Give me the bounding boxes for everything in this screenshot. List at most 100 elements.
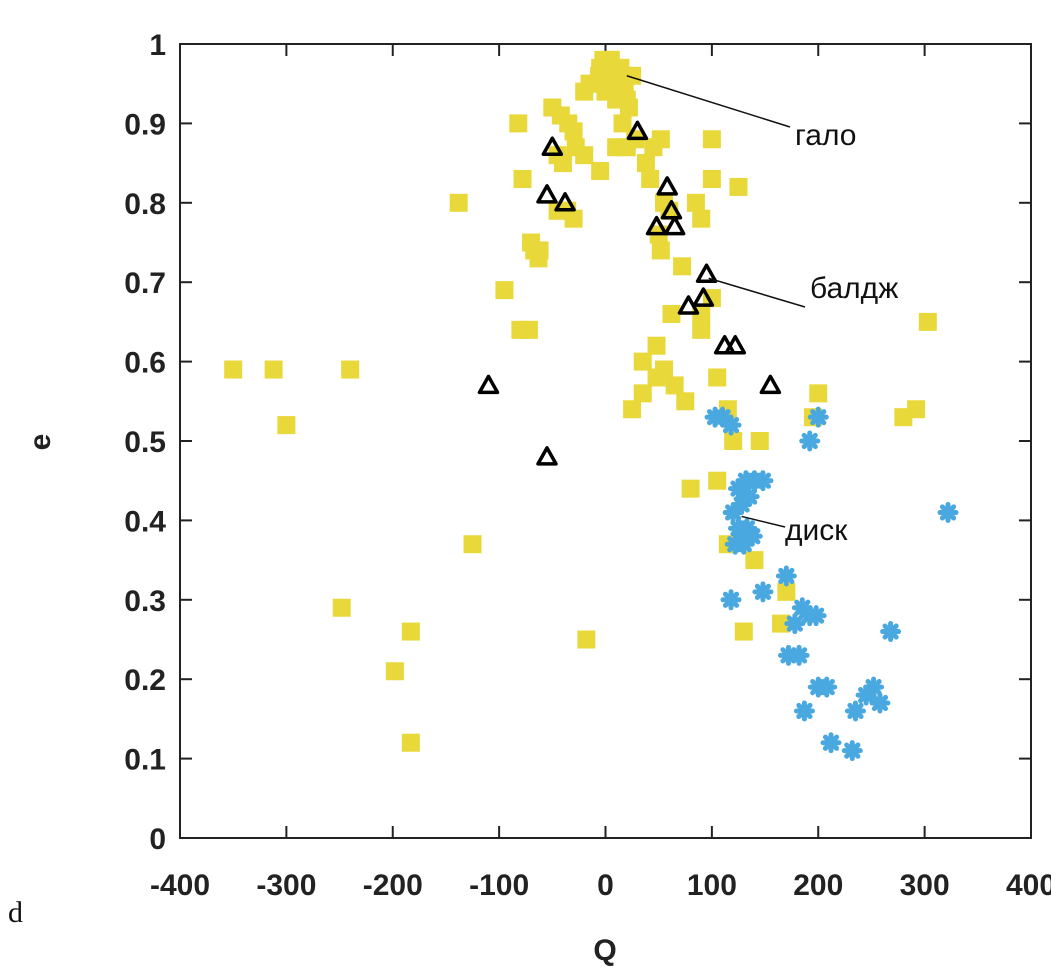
disk-point bbox=[741, 525, 763, 547]
disk-point bbox=[738, 486, 760, 508]
disk-point bbox=[869, 692, 891, 714]
annotations: гало балдж диск bbox=[626, 75, 898, 547]
x-tick-label: -300 bbox=[256, 869, 316, 902]
halo-point bbox=[564, 209, 583, 228]
x-axis-label: Q bbox=[593, 934, 616, 967]
bulge-point bbox=[695, 263, 718, 284]
halo-point bbox=[633, 384, 652, 403]
halo-point bbox=[692, 320, 711, 339]
bulge-point bbox=[626, 120, 649, 141]
halo-point bbox=[702, 130, 721, 149]
y-tick-label: 0.5 bbox=[124, 426, 166, 459]
annotation-leader bbox=[708, 277, 806, 308]
x-tick-label: -100 bbox=[469, 869, 529, 902]
disk-point bbox=[816, 676, 838, 698]
halo-point bbox=[647, 336, 666, 355]
disk-point bbox=[880, 621, 902, 643]
bulge-point bbox=[536, 446, 558, 466]
halo-point bbox=[401, 733, 420, 752]
bulge-point bbox=[477, 374, 500, 395]
disk-point bbox=[805, 605, 827, 627]
x-tick-label: 0 bbox=[597, 869, 614, 902]
halo-point bbox=[513, 169, 532, 188]
halo-point bbox=[553, 154, 572, 173]
y-tick-label: 0.1 bbox=[124, 744, 166, 777]
halo-point bbox=[918, 312, 937, 331]
disk-point bbox=[752, 470, 774, 492]
halo-point bbox=[681, 479, 700, 498]
halo-point bbox=[809, 384, 828, 403]
bulge-point bbox=[536, 184, 558, 204]
halo-point bbox=[385, 662, 404, 681]
halo-point bbox=[651, 130, 670, 149]
halo-point bbox=[623, 400, 642, 419]
disk-point bbox=[844, 700, 866, 722]
halo-point bbox=[633, 352, 652, 371]
annotation-label: балдж bbox=[810, 272, 898, 305]
halo-point bbox=[708, 368, 727, 387]
disk-point bbox=[820, 732, 842, 754]
halo-point bbox=[665, 376, 684, 395]
halo-point bbox=[750, 432, 769, 450]
halo-point bbox=[729, 177, 748, 196]
halo-point bbox=[613, 114, 632, 133]
x-tick-label: -400 bbox=[150, 869, 210, 902]
bulge-point bbox=[692, 287, 715, 307]
annotation-label: диск bbox=[785, 514, 848, 547]
halo-point bbox=[575, 82, 594, 101]
halo-point bbox=[673, 257, 692, 276]
halo-point bbox=[596, 82, 615, 101]
halo-point bbox=[591, 162, 610, 181]
disk-point bbox=[793, 700, 815, 722]
halo-point bbox=[577, 630, 596, 649]
halo-point bbox=[772, 614, 791, 633]
bulge-point bbox=[724, 334, 747, 355]
bulge-point bbox=[541, 136, 564, 156]
y-tick-label: 0.6 bbox=[124, 347, 166, 380]
y-axis-label: e bbox=[24, 434, 57, 451]
y-tick-label: 0.2 bbox=[124, 664, 166, 697]
y-tick-label: 0.4 bbox=[124, 505, 166, 538]
disk-point bbox=[788, 644, 810, 666]
bulge-point bbox=[656, 176, 678, 196]
disk-point bbox=[807, 406, 829, 428]
bulge-point bbox=[663, 215, 686, 236]
halo-point bbox=[564, 122, 583, 141]
halo-point bbox=[277, 416, 296, 435]
disk-point bbox=[863, 676, 885, 698]
halo-point bbox=[708, 471, 727, 490]
halo-point bbox=[509, 114, 528, 133]
annotation-leader bbox=[741, 515, 786, 528]
annotation-leader bbox=[626, 75, 791, 128]
bulge-point bbox=[645, 215, 668, 236]
halo-point bbox=[530, 241, 549, 260]
y-tick-label: 0.9 bbox=[124, 108, 166, 141]
halo-points bbox=[224, 50, 937, 752]
halo-point bbox=[623, 66, 642, 85]
halo-point bbox=[702, 169, 721, 188]
halo-point bbox=[734, 622, 753, 641]
disk-point bbox=[752, 581, 774, 603]
halo-point bbox=[724, 432, 743, 450]
disk-point bbox=[799, 430, 821, 452]
halo-point bbox=[692, 209, 711, 228]
disk-point bbox=[720, 414, 742, 436]
disk-point bbox=[720, 589, 742, 611]
halo-point bbox=[686, 193, 705, 212]
bulge-point bbox=[677, 295, 700, 315]
y-tick-label: 1 bbox=[149, 29, 166, 62]
halo-point bbox=[641, 169, 660, 188]
halo-point bbox=[745, 551, 764, 570]
halo-point bbox=[676, 392, 695, 411]
disk-point bbox=[937, 501, 959, 523]
halo-point bbox=[636, 154, 655, 173]
x-tick-label: 100 bbox=[687, 869, 737, 902]
halo-point bbox=[662, 304, 681, 323]
y-tick-label: 0 bbox=[149, 823, 166, 856]
annotation-label: гало bbox=[795, 119, 857, 152]
halo-point bbox=[264, 360, 283, 379]
halo-point bbox=[449, 193, 468, 212]
halo-point bbox=[651, 241, 670, 260]
halo-point bbox=[341, 360, 360, 379]
